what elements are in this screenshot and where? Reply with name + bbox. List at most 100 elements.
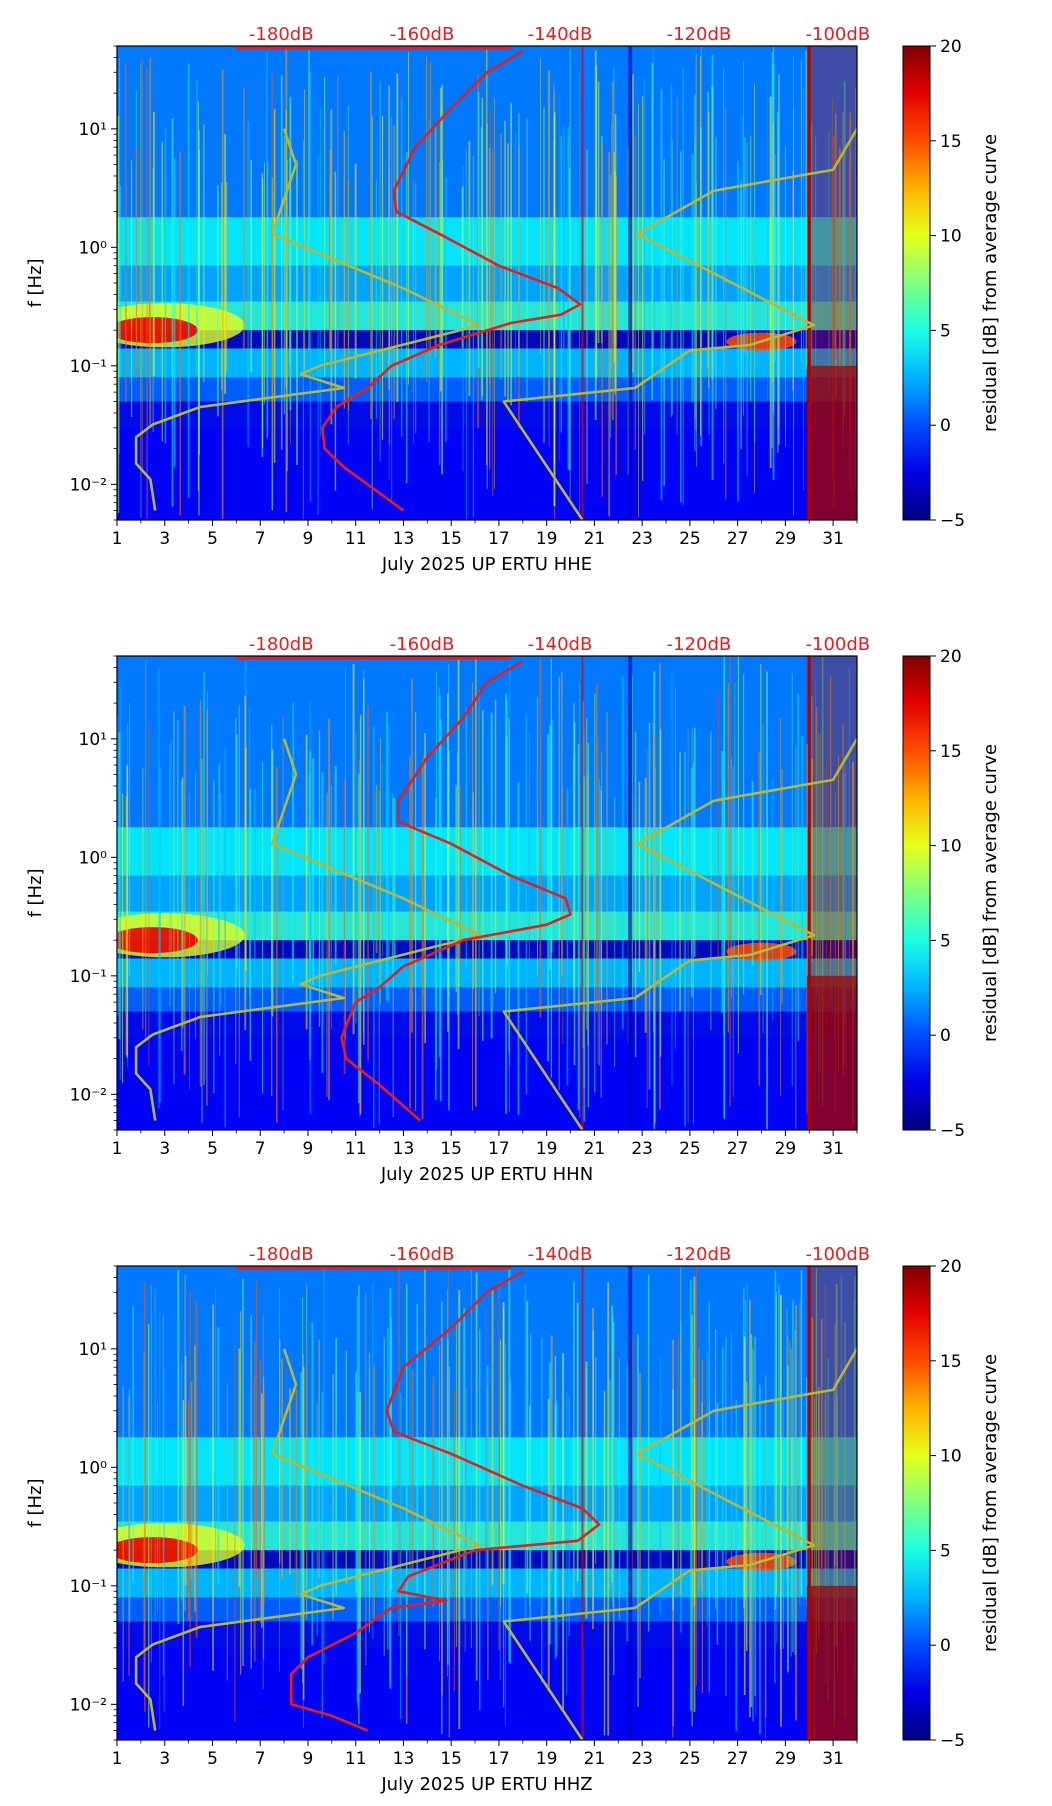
colorbar-frame [902, 655, 931, 1131]
x-tick-label: 9 [303, 1749, 314, 1769]
db-scale-label: -160dB [390, 24, 455, 45]
series-yellow-curve [134, 128, 482, 511]
series-red-curve [290, 1270, 601, 1732]
colorbar-tick-label: 15 [940, 1352, 962, 1372]
x-tick-label: 19 [536, 529, 558, 549]
series-red-curve [340, 660, 572, 1122]
db-scale-label: -180dB [249, 24, 314, 45]
db-scale-label: -160dB [390, 634, 455, 655]
x-tick-label: 25 [679, 1139, 701, 1159]
x-tick-label: 5 [207, 1749, 218, 1769]
x-tick-label: 15 [440, 1139, 462, 1159]
series-yellow-curve [502, 738, 857, 1130]
colorbar-label: residual [dB] from average curve [980, 744, 1001, 1042]
colorbar-tick-label: 10 [940, 227, 962, 247]
x-tick-label: 15 [440, 529, 462, 549]
x-tick-label: 5 [207, 529, 218, 549]
colorbar-tick-label: 10 [940, 1447, 962, 1467]
colorbar-tick-label: 20 [940, 1257, 962, 1277]
colorbar [903, 1266, 930, 1740]
x-tick-label: 23 [631, 529, 653, 549]
y-tick-label: 10⁰ [79, 1458, 108, 1478]
x-tick-label: 11 [345, 1749, 367, 1769]
colorbar-tick-label: 10 [940, 837, 962, 857]
x-tick-label: 3 [159, 1139, 170, 1159]
field-band [117, 958, 857, 988]
colorbar-frame [902, 45, 931, 521]
spectrogram-field [117, 46, 857, 520]
x-tick-label: 31 [822, 529, 844, 549]
x-tick-label: 21 [584, 1749, 606, 1769]
spectrogram-field [117, 656, 857, 1130]
noise-band-day30-low [806, 975, 857, 1130]
y-tick-label: 10⁻² [70, 1695, 107, 1715]
x-tick-label: 25 [679, 1749, 701, 1769]
series-yellow-curve [134, 738, 482, 1121]
y-axis-label: f [Hz] [25, 868, 46, 917]
x-tick-label: 23 [631, 1749, 653, 1769]
colorbar-frame [902, 1265, 931, 1741]
y-tick-label: 10⁻¹ [70, 1577, 107, 1597]
y-tick-label: 10⁻¹ [70, 357, 107, 377]
x-tick-label: 1 [112, 529, 123, 549]
colorbar-tick-label: 5 [940, 931, 951, 951]
colorbar-label: residual [dB] from average curve [980, 134, 1001, 432]
db-scale-label: -140dB [528, 1244, 593, 1265]
x-tick-label: 29 [775, 529, 797, 549]
spectrogram-field [117, 1266, 857, 1740]
db-scale-label: -180dB [249, 634, 314, 655]
x-tick-label: 11 [345, 529, 367, 549]
x-tick-label: 21 [584, 529, 606, 549]
x-tick-label: 27 [727, 1139, 749, 1159]
panel-hhn: 1 3 5 7 9 11 13 15 17 19 21 23 25 27 29 3110⁻²10⁻¹10⁰10… [25, 634, 1001, 1185]
x-tick-label: 23 [631, 1139, 653, 1159]
x-tick-label: 25 [679, 529, 701, 549]
colorbar-tick-label: −5 [940, 1731, 965, 1751]
db-scale-label: -100dB [806, 24, 871, 45]
colorbar-tick-label: 5 [940, 321, 951, 341]
colorbar-tick-label: 0 [940, 416, 951, 436]
x-tick-label: 27 [727, 1749, 749, 1769]
y-tick-label: 10⁻² [70, 475, 107, 495]
noise-blob-core [117, 1537, 198, 1564]
x-tick-label: 7 [255, 529, 266, 549]
y-tick-label: 10¹ [79, 120, 107, 140]
colorbar-tick-label: 20 [940, 647, 962, 667]
x-tick-label: 3 [159, 529, 170, 549]
colorbar [903, 46, 930, 520]
x-tick-label: 15 [440, 1749, 462, 1769]
x-tick-label: 17 [488, 529, 510, 549]
x-tick-label: 9 [303, 1139, 314, 1159]
noise-band-day30-low [806, 365, 857, 520]
series-yellow-curve [134, 1348, 482, 1731]
db-scale-label: -120dB [667, 634, 732, 655]
y-tick-label: 10⁻¹ [70, 967, 107, 987]
noise-band-day30-low [806, 1585, 857, 1740]
x-tick-label: 13 [393, 529, 415, 549]
colorbar-label: residual [dB] from average curve [980, 1354, 1001, 1652]
colorbar-tick-label: 5 [940, 1541, 951, 1561]
colorbar-tick-label: 0 [940, 1636, 951, 1656]
x-tick-label: 17 [488, 1749, 510, 1769]
db-scale-label: -100dB [806, 634, 871, 655]
x-tick-label: 13 [393, 1139, 415, 1159]
x-tick-label: 31 [822, 1749, 844, 1769]
x-tick-label: 31 [822, 1139, 844, 1159]
colorbar-tick-label: −5 [940, 1121, 965, 1141]
x-tick-label: 7 [255, 1139, 266, 1159]
x-tick-label: 27 [727, 529, 749, 549]
db-scale-label: -140dB [528, 24, 593, 45]
x-tick-label: 1 [112, 1139, 123, 1159]
y-tick-label: 10⁻² [70, 1085, 107, 1105]
field-band [117, 875, 857, 912]
noise-blob-core [117, 317, 198, 344]
y-tick-label: 10⁰ [79, 848, 108, 868]
x-tick-label: 17 [488, 1139, 510, 1159]
y-tick-label: 10¹ [79, 1340, 107, 1360]
colorbar-tick-label: 15 [940, 742, 962, 762]
field-lowband [117, 1647, 857, 1740]
field-band [117, 987, 857, 1012]
x-axis-label: July 2025 UP ERTU HHE [381, 554, 592, 575]
panel-hhe: 1 3 5 7 9 11 13 15 17 19 21 23 25 27 29 3110⁻²10⁻¹10⁰10… [25, 24, 1001, 575]
